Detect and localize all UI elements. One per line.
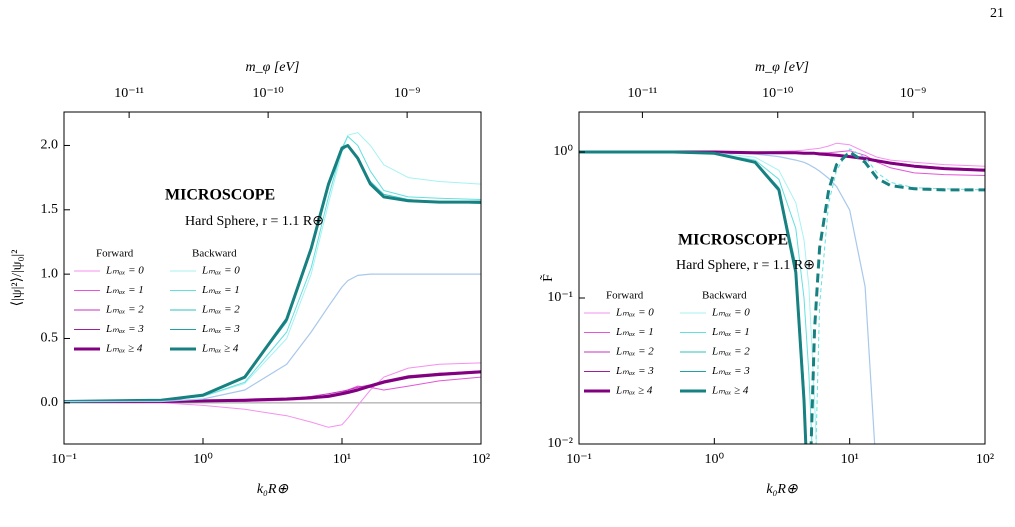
x-tick-label: 10¹ bbox=[333, 452, 351, 467]
legend-label: Lₘₐₓ = 3 bbox=[711, 365, 750, 377]
legend-label: Lₘₐₓ = 2 bbox=[201, 304, 240, 316]
axes-frame bbox=[63, 111, 482, 445]
x2-tick-label: 10⁻¹⁰ bbox=[253, 86, 285, 101]
legend-header: Forward bbox=[96, 248, 134, 260]
legend-label: Lₘₐₓ = 2 bbox=[615, 346, 654, 358]
legend-label: Lₘₐₓ = 0 bbox=[711, 307, 750, 319]
series-line bbox=[809, 150, 985, 444]
series-line bbox=[579, 150, 985, 172]
legend-label: Lₘₐₓ ≥ 4 bbox=[105, 343, 143, 355]
x-axis-label: k₀R⊕ bbox=[257, 482, 289, 497]
series-line bbox=[64, 376, 481, 402]
y-tick-label: 10⁻¹ bbox=[547, 290, 573, 305]
legend-label: Lₘₐₓ = 1 bbox=[711, 326, 750, 338]
y-tick-label: 2.0 bbox=[41, 138, 59, 153]
x-tick-label: 10¹ bbox=[841, 452, 859, 467]
x-tick-label: 10² bbox=[472, 452, 490, 467]
x2-axis-label: m_φ [eV] bbox=[755, 60, 809, 75]
legend-label: Lₘₐₓ = 3 bbox=[201, 323, 240, 335]
x-tick-label: 10⁻¹ bbox=[51, 452, 77, 467]
legend-header: Backward bbox=[702, 290, 747, 302]
plot-area bbox=[579, 142, 985, 444]
x-tick-label: 10⁻¹ bbox=[566, 452, 592, 467]
y-tick-label: 0.0 bbox=[41, 395, 59, 410]
annotation: MICROSCOPE bbox=[165, 187, 275, 204]
series-line bbox=[579, 151, 876, 444]
y-tick-label: 10⁰ bbox=[553, 144, 573, 159]
y-tick-label: 1.5 bbox=[41, 202, 59, 217]
legend-label: Lₘₐₓ = 1 bbox=[201, 284, 240, 296]
x2-tick-label: 10⁻¹¹ bbox=[114, 86, 144, 101]
y-tick-label: 0.5 bbox=[41, 331, 59, 346]
legend-label: Lₘₐₓ = 0 bbox=[615, 307, 654, 319]
y-tick-label: 10⁻² bbox=[547, 436, 573, 451]
annotation: MICROSCOPE bbox=[678, 232, 788, 249]
legend-label: Lₘₐₓ ≥ 4 bbox=[615, 385, 653, 397]
series-line bbox=[579, 151, 807, 444]
y-tick-label: 1.0 bbox=[41, 266, 59, 281]
legend-label: Lₘₐₓ = 0 bbox=[201, 265, 240, 277]
series-line bbox=[64, 370, 481, 403]
series-line bbox=[579, 151, 813, 444]
x2-tick-label: 10⁻¹⁰ bbox=[762, 86, 794, 101]
x2-axis-label: m_φ [eV] bbox=[245, 60, 299, 75]
series-line bbox=[64, 273, 481, 403]
series-line bbox=[64, 144, 481, 403]
legend-label: Lₘₐₓ = 2 bbox=[711, 346, 750, 358]
x-axis-label: k₀R⊕ bbox=[766, 482, 798, 497]
series-line bbox=[579, 142, 985, 167]
series-line bbox=[64, 362, 481, 428]
y-axis-label: F̃ bbox=[539, 274, 556, 282]
legend-label: Lₘₐₓ = 3 bbox=[105, 323, 144, 335]
annotation: Hard Sphere, r = 1.1 R⊕ bbox=[676, 258, 815, 273]
x-tick-label: 10⁰ bbox=[193, 452, 213, 467]
x2-tick-label: 10⁻¹¹ bbox=[628, 86, 658, 101]
page-number: 21 bbox=[990, 6, 1004, 21]
legend-label: Lₘₐₓ = 3 bbox=[615, 365, 654, 377]
legend-label: Lₘₐₓ = 1 bbox=[105, 284, 144, 296]
legend-header: Forward bbox=[606, 290, 644, 302]
x2-tick-label: 10⁻⁹ bbox=[900, 86, 926, 101]
x2-tick-label: 10⁻⁹ bbox=[394, 86, 420, 101]
legend-label: Lₘₐₓ ≥ 4 bbox=[201, 343, 239, 355]
series-line bbox=[579, 150, 808, 444]
x-tick-label: 10⁰ bbox=[705, 452, 725, 467]
series-line bbox=[579, 151, 807, 444]
legend-label: Lₘₐₓ ≥ 4 bbox=[711, 385, 749, 397]
annotation: Hard Sphere, r = 1.1 R⊕ bbox=[185, 214, 324, 229]
legend-label: Lₘₐₓ = 0 bbox=[105, 265, 144, 277]
legend-label: Lₘₐₓ = 2 bbox=[105, 304, 144, 316]
plot-area bbox=[64, 132, 481, 428]
x-tick-label: 10² bbox=[976, 452, 994, 467]
series-line bbox=[815, 148, 985, 444]
legend-header: Backward bbox=[192, 248, 237, 260]
legend-label: Lₘₐₓ = 1 bbox=[615, 326, 654, 338]
y-axis-label: ⟨|ψ|²⟩/|ψ₀|² bbox=[10, 250, 25, 307]
axes-frame bbox=[578, 111, 986, 445]
